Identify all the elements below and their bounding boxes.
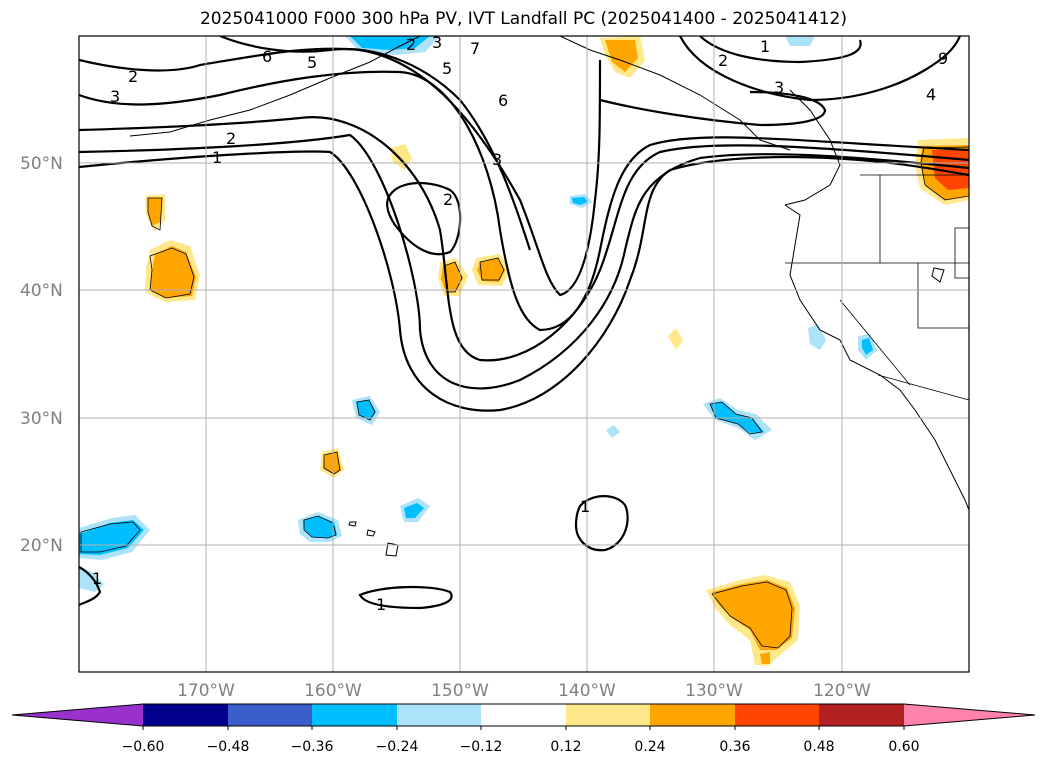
colorbar-extend-low — [12, 704, 143, 726]
contour-label: 2 — [226, 129, 236, 148]
lon-label: 160°W — [304, 681, 362, 701]
positive-region — [150, 246, 196, 298]
colorbar-tick-label: −0.60 — [122, 739, 165, 755]
colorbar-tick-label: −0.24 — [376, 739, 419, 755]
colorbar-swatch — [650, 704, 735, 726]
contour-labels: 2 3 6 5 2 3 7 5 6 3 2 2 3 1 1 2 1 1 1 4 … — [92, 33, 948, 614]
contour-label: 1 — [580, 497, 590, 516]
positive-region — [760, 652, 770, 664]
contour-label: 7 — [470, 39, 480, 58]
contour-label: 2 — [443, 190, 453, 209]
colorbar-tick-label: 0.12 — [550, 739, 581, 755]
colorbar-tick-label: 0.24 — [634, 739, 665, 755]
negative-region — [862, 338, 873, 355]
contour-label: 9 — [938, 49, 948, 68]
colorbar-tick-label: 0.60 — [888, 739, 919, 755]
colorbar-swatch — [819, 704, 904, 726]
lon-label: 140°W — [558, 681, 616, 701]
contour-label: 6 — [498, 91, 508, 110]
map-title: 2025041000 F000 300 hPa PV, IVT Landfall… — [199, 9, 847, 29]
longitude-labels: 170°W 160°W 150°W 140°W 130°W 120°W — [177, 681, 871, 701]
lat-label: 50°N — [20, 154, 63, 174]
contour-label: 2 — [128, 67, 138, 86]
negative-region — [356, 400, 376, 420]
negative-region — [785, 36, 815, 46]
contour-label: 3 — [432, 33, 442, 52]
negative-region — [606, 425, 620, 438]
colorbar-tick-label: 0.48 — [803, 739, 834, 755]
pv-contours — [79, 36, 969, 610]
negative-region — [79, 520, 144, 555]
lon-label: 120°W — [813, 681, 871, 701]
negative-region — [350, 36, 430, 50]
lon-label: 130°W — [685, 681, 743, 701]
colorbar-swatch — [566, 704, 650, 726]
contour-label: 3 — [110, 87, 120, 106]
contour-label: 1 — [92, 569, 102, 588]
contour-label: 3 — [774, 78, 784, 97]
lat-label: 40°N — [20, 281, 63, 301]
colorbar-tick-label: −0.36 — [291, 739, 334, 755]
colorbar-tick-label: −0.48 — [207, 739, 250, 755]
lat-label: 30°N — [20, 409, 63, 429]
colorbar-tick-label: 0.36 — [719, 739, 750, 755]
colorbar-swatch — [397, 704, 481, 726]
negative-region — [808, 324, 826, 350]
positive-region — [390, 144, 412, 170]
contour-label: 1 — [760, 37, 770, 56]
lon-label: 150°W — [431, 681, 489, 701]
contour-label: 2 — [406, 35, 416, 54]
shade-outlines — [80, 146, 969, 649]
contour-label: 4 — [926, 85, 936, 104]
positive-region — [668, 328, 683, 350]
positive-region — [148, 198, 162, 226]
positive-region — [712, 580, 795, 650]
graticule — [79, 36, 969, 672]
negative-region — [572, 197, 588, 205]
contour-label: 5 — [307, 53, 317, 72]
contour-label: 1 — [212, 148, 222, 167]
positive-region — [477, 258, 505, 282]
coastlines — [129, 36, 969, 557]
colorbar-swatch — [735, 704, 819, 726]
negative-region — [404, 503, 424, 518]
colorbar-swatch — [481, 704, 566, 726]
colorbar: −0.60 −0.48 −0.36 −0.24 −0.12 0.12 0.24 … — [11, 703, 1036, 755]
pc-shading — [79, 36, 969, 666]
map-frame — [78, 35, 970, 673]
colorbar-swatch — [143, 704, 228, 726]
contour-label: 3 — [492, 150, 502, 169]
colorbar-tick-label: −0.12 — [460, 739, 503, 755]
colorbar-extend-high — [904, 704, 1035, 726]
lon-label: 170°W — [177, 681, 235, 701]
colorbar-swatch — [228, 704, 312, 726]
negative-region — [303, 516, 337, 538]
latitude-labels: 50°N 40°N 30°N 20°N — [20, 154, 63, 556]
contour-label: 1 — [376, 595, 386, 614]
contour-label: 2 — [718, 51, 728, 70]
lat-label: 20°N — [20, 536, 63, 556]
contour-label: 6 — [262, 47, 272, 66]
colorbar-swatch — [312, 704, 397, 726]
contour-label: 5 — [442, 59, 452, 78]
positive-region — [323, 452, 341, 474]
